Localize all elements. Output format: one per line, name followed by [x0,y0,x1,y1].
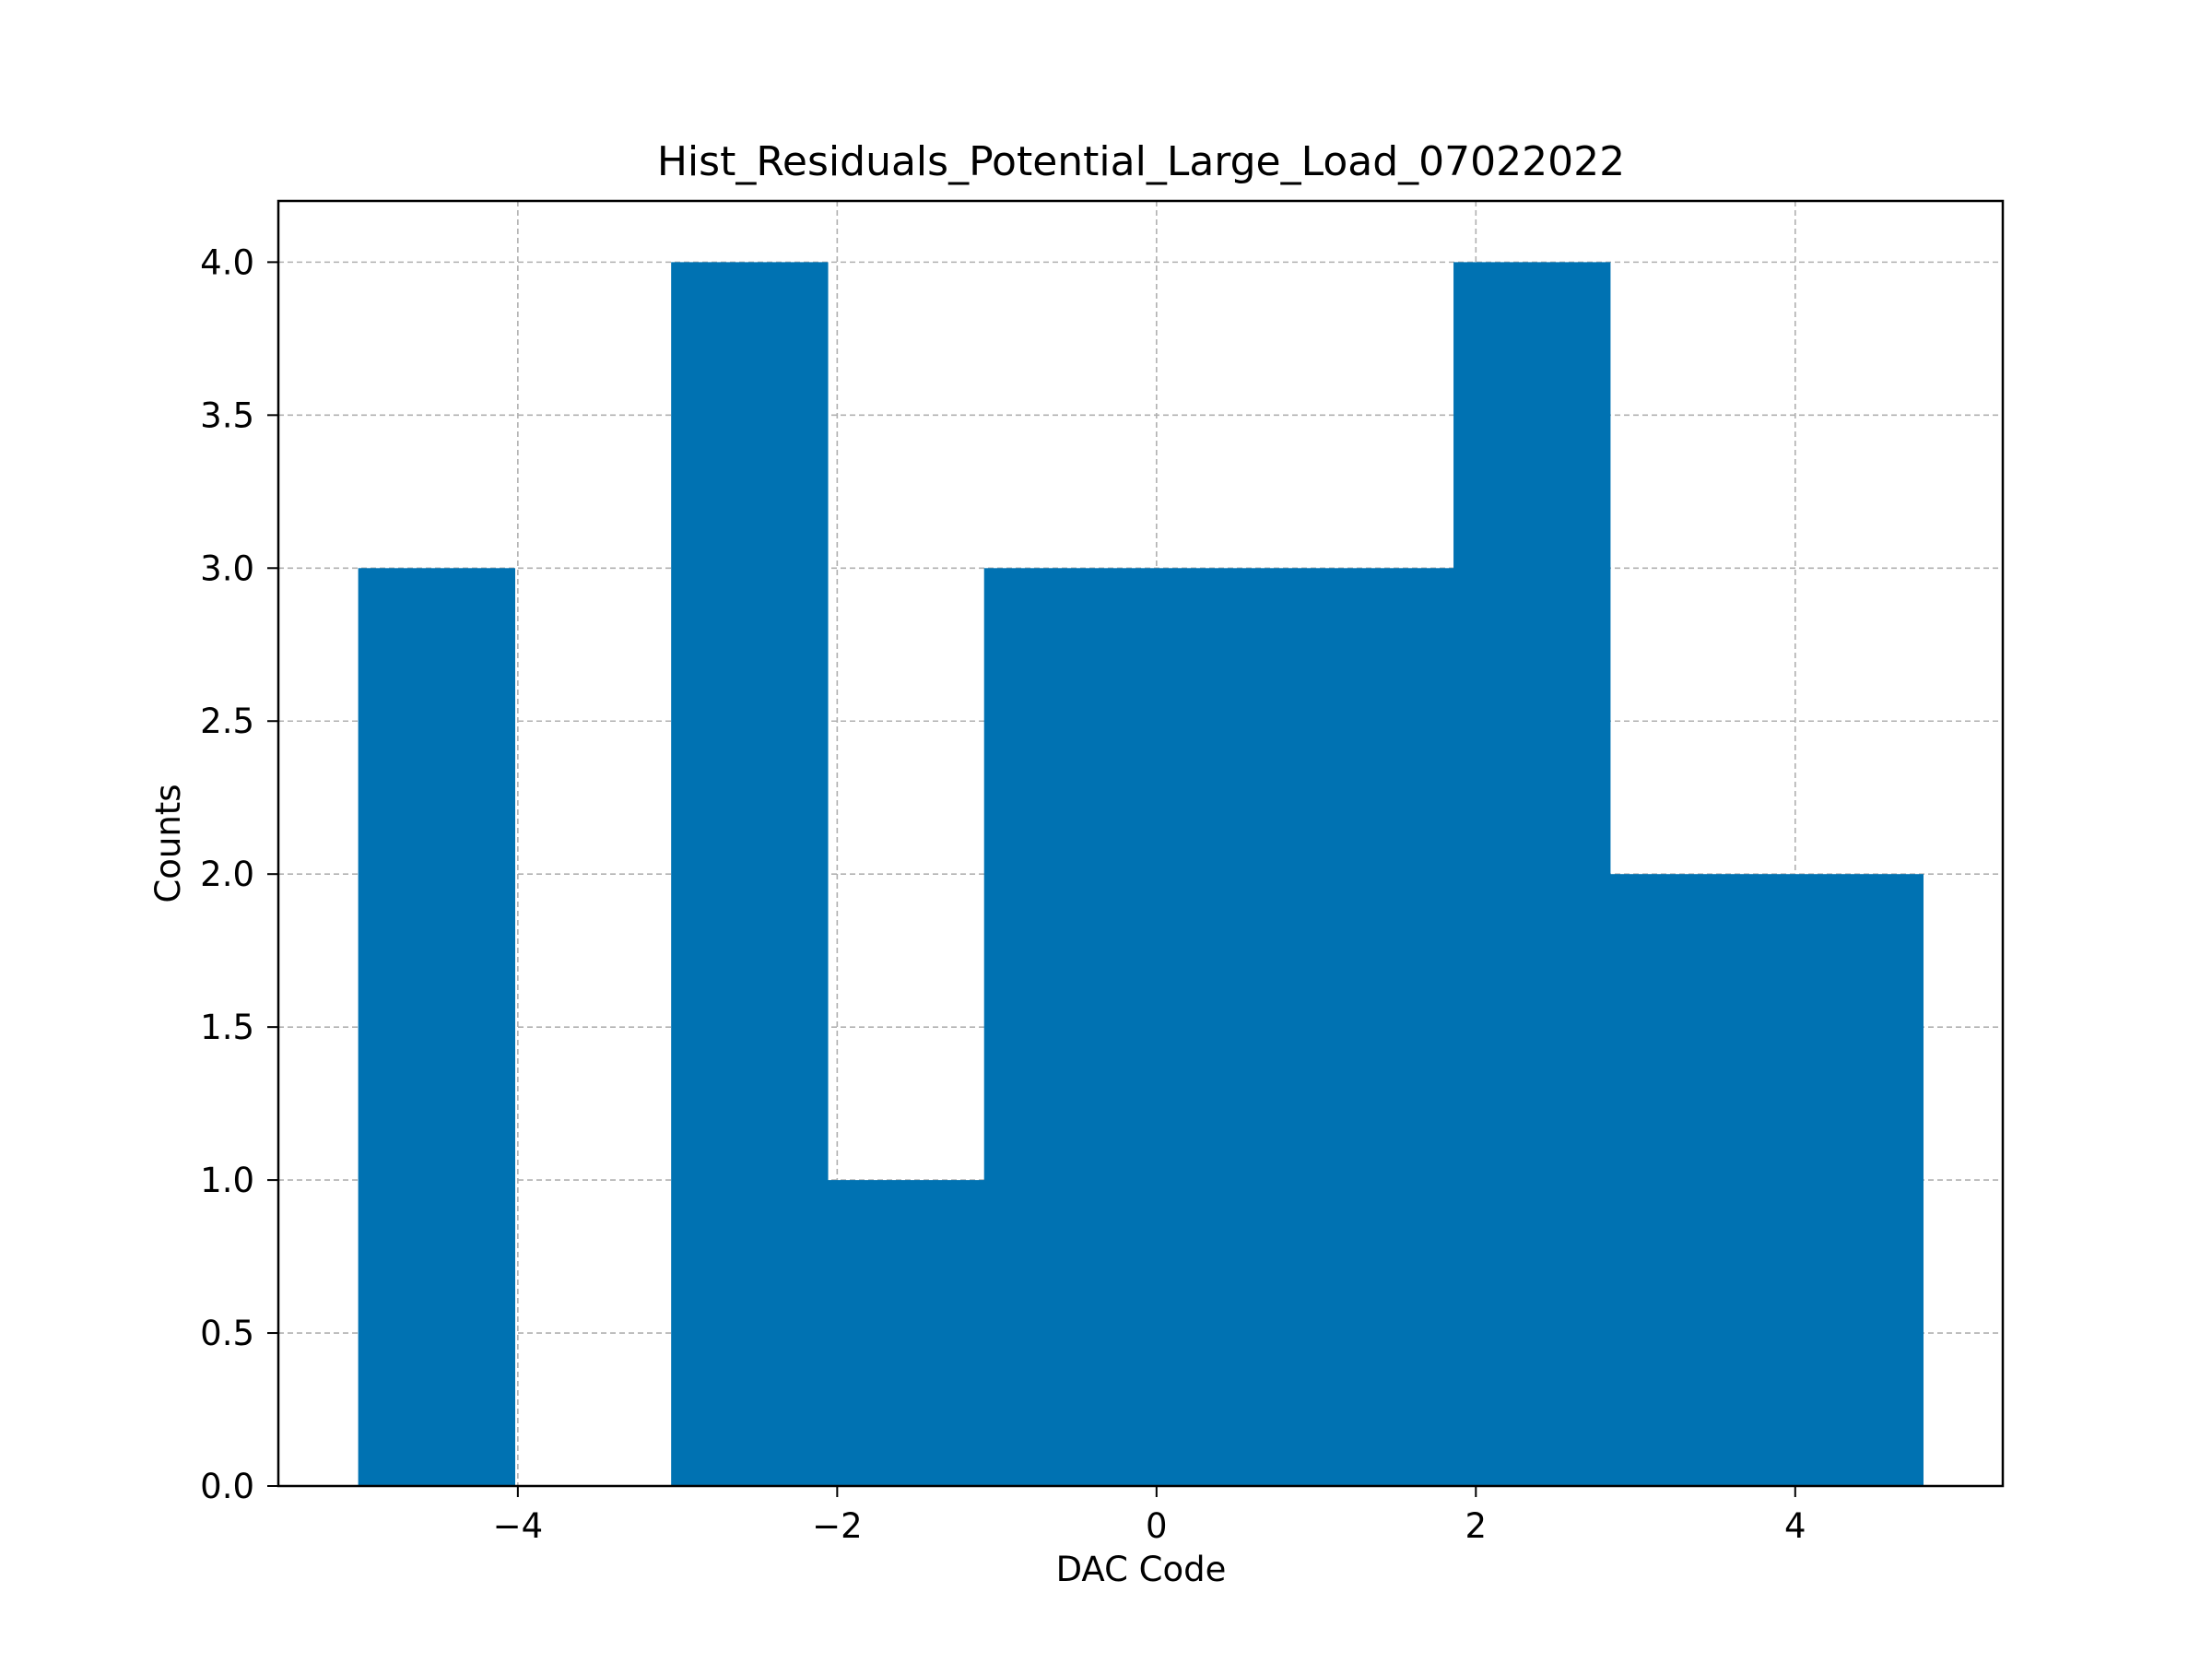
plot-frame [276,199,2005,1488]
histogram-bar-8 [1609,874,1768,1486]
histogram-bar-2 [671,262,829,1486]
y-tick-label-4: 2.0 [200,855,254,894]
y-tick-label-1: 0.5 [200,1314,254,1353]
y-axis-ticks: 0.0 0.5 1.0 1.5 2.0 2.5 3.0 3.5 4.0 [200,242,278,1506]
chart-title: Hist_Residuals_Potential_Large_Load_0702… [657,138,1625,185]
y-tick-label-0: 0.0 [200,1467,254,1506]
histogram-bar-7 [1453,262,1611,1486]
x-axis-label: DAC Code [1056,1550,1227,1589]
x-tick-label-0: −4 [493,1506,544,1546]
histogram-bar-3 [827,1180,985,1486]
histogram-bar-5 [1140,568,1298,1486]
x-axis-ticks: −4 −2 0 2 4 [493,1486,1806,1546]
histogram-bar-4 [983,568,1142,1486]
histogram-bar-6 [1297,568,1454,1486]
histogram-bar-9 [1766,874,1924,1486]
y-tick-label-6: 3.0 [200,548,254,588]
y-tick-label-8: 4.0 [200,242,254,282]
y-axis-label: Counts [148,784,188,902]
x-tick-label-2: 0 [1146,1506,1168,1546]
y-tick-label-7: 3.5 [200,395,254,435]
y-tick-label-3: 1.5 [200,1008,254,1047]
histogram-bar-0 [358,568,515,1486]
y-tick-label-5: 2.5 [200,702,254,741]
x-tick-label-1: −2 [812,1506,863,1546]
histogram-bars [358,262,1924,1486]
x-tick-label-4: 4 [1784,1506,1806,1546]
x-tick-label-3: 2 [1465,1506,1488,1546]
y-tick-label-2: 1.0 [200,1161,254,1200]
